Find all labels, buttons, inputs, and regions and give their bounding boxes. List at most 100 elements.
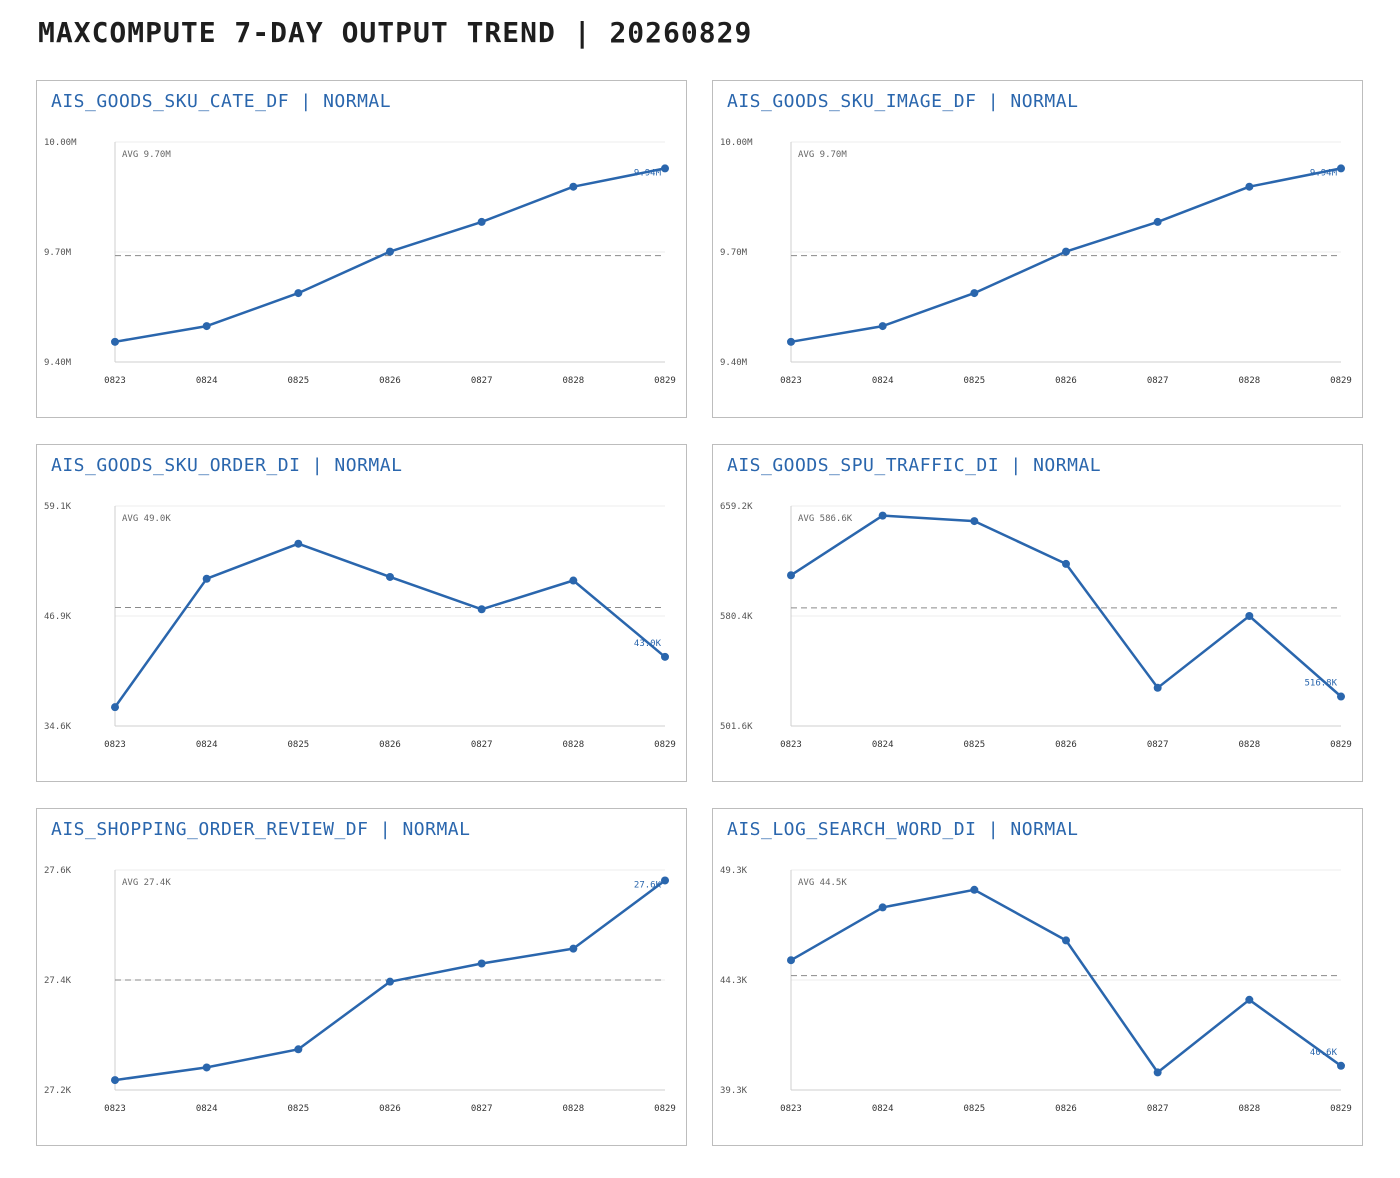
x-tick-label: 0825 [963,376,985,386]
chart-title: AIS_SHOPPING_ORDER_REVIEW_DF | NORMAL [51,819,471,840]
line-chart-order-review: 27.6K 27.4K 27.2K AVG 27.4K 0823 0824 0825 0826… [44,866,676,1114]
y-tick-label: 46.9K [44,612,72,622]
data-point [386,247,394,256]
data-point [386,977,394,986]
data-point [878,322,887,331]
x-tick-label: 0824 [872,376,894,386]
y-tick-label: 59.1K [44,502,72,512]
x-tick-label: 0824 [872,1104,894,1114]
data-point [1153,683,1162,692]
data-point [386,572,394,581]
data-point [294,289,303,298]
chart-panel-sku-cate: AIS_GOODS_SKU_CATE_DF | NORMAL 10.00M 9.7… [36,80,687,418]
x-tick-label: 0827 [1147,1104,1169,1114]
chart-title: AIS_GOODS_SKU_CATE_DF | NORMAL [51,91,392,112]
data-point [787,337,795,346]
series-line [790,514,1342,698]
data-point [111,337,119,346]
x-tick-label: 0828 [562,376,584,386]
x-tick-label: 0826 [1055,1104,1077,1114]
data-point [878,511,887,520]
data-point [1337,1061,1345,1070]
data-point [1245,612,1254,620]
data-point [1245,995,1254,1004]
last-value-label: 516.8K [1304,679,1337,689]
x-tick-label: 0825 [287,1104,309,1114]
last-value-label: 40.6K [1310,1048,1338,1058]
x-tick-label: 0829 [1330,740,1352,750]
data-point [1062,247,1070,256]
x-tick-label: 0827 [471,740,493,750]
chart-panel-sku-image: AIS_GOODS_SKU_IMAGE_DF | NORMAL 10.00M 9.… [712,80,1363,418]
x-tick-label: 0828 [1238,1104,1260,1114]
page-title: MAXCOMPUTE 7-DAY OUTPUT TREND | 20260829 [38,16,753,49]
x-tick-label: 0826 [1055,376,1077,386]
series-line [790,888,1342,1074]
y-tick-label: 39.3K [720,1086,748,1096]
average-label: AVG 586.6K [798,514,853,524]
data-point [569,182,578,191]
x-tick-label: 0823 [780,740,802,750]
data-point [1153,1068,1162,1077]
x-tick-label: 0827 [471,1104,493,1114]
x-tick-label: 0826 [379,376,401,386]
data-point [294,1045,303,1054]
data-point [569,944,578,953]
line-chart-sku-order: 59.1K 46.9K 34.6K AVG 49.0K 0823 0824 0825 0826… [44,502,676,750]
last-value-label: 43.0K [634,639,662,649]
data-point [569,576,578,585]
x-tick-label: 0824 [196,1104,218,1114]
data-point [661,876,669,885]
data-point [111,703,119,712]
x-tick-label: 0824 [872,740,894,750]
x-tick-label: 0823 [104,376,126,386]
chart-panel-search-word: AIS_LOG_SEARCH_WORD_DI | NORMAL 49.3K 44.… [712,808,1363,1146]
x-tick-label: 0828 [1238,740,1260,750]
data-point [1337,692,1345,701]
data-point [294,539,303,548]
data-point [202,574,211,583]
x-tick-label: 0825 [287,740,309,750]
data-point [477,959,486,968]
y-tick-label: 10.00M [44,138,77,148]
y-tick-label: 9.40M [720,358,748,368]
x-tick-label: 0828 [1238,376,1260,386]
data-point [661,164,669,173]
data-point [787,956,795,965]
data-point [1062,936,1070,945]
average-label: AVG 44.5K [798,878,847,888]
average-label: AVG 49.0K [122,514,171,524]
x-tick-label: 0829 [1330,1104,1352,1114]
data-point [970,289,979,298]
y-tick-label: 44.3K [720,976,748,986]
x-tick-label: 0825 [963,1104,985,1114]
y-tick-label: 501.6K [720,722,753,732]
data-point [1245,182,1254,191]
x-tick-label: 0829 [1330,376,1352,386]
y-tick-label: 27.2K [44,1086,72,1096]
x-tick-label: 0829 [654,1104,676,1114]
x-tick-label: 0825 [963,740,985,750]
data-point [661,652,669,661]
y-tick-label: 49.3K [720,866,748,876]
y-tick-label: 580.4K [720,612,753,622]
data-point [202,1063,211,1072]
chart-panel-spu-traffic: AIS_GOODS_SPU_TRAFFIC_DI | NORMAL 659.2K… [712,444,1363,782]
data-point [878,903,887,912]
x-tick-label: 0827 [471,376,493,386]
chart-title: AIS_LOG_SEARCH_WORD_DI | NORMAL [727,819,1079,840]
y-tick-label: 27.6K [44,866,72,876]
x-tick-label: 0823 [780,376,802,386]
y-tick-label: 9.70M [720,248,748,258]
chart-panel-sku-order: AIS_GOODS_SKU_ORDER_DI | NORMAL 59.1K 46.… [36,444,687,782]
last-value-label: 9.94M [634,168,662,178]
line-chart-spu-traffic: 659.2K 580.4K 501.6K AVG 586.6K 0823 0824 0825… [720,502,1352,750]
line-chart-sku-cate: 10.00M 9.70M 9.40M AVG 9.70M 0823 0824 0825 082… [44,138,676,386]
x-tick-label: 0823 [780,1104,802,1114]
data-point [970,517,979,526]
y-tick-label: 34.6K [44,722,72,732]
y-tick-label: 9.40M [44,358,72,368]
chart-title: AIS_GOODS_SKU_IMAGE_DF | NORMAL [727,91,1079,112]
data-point [202,322,211,331]
series-line [113,542,666,708]
